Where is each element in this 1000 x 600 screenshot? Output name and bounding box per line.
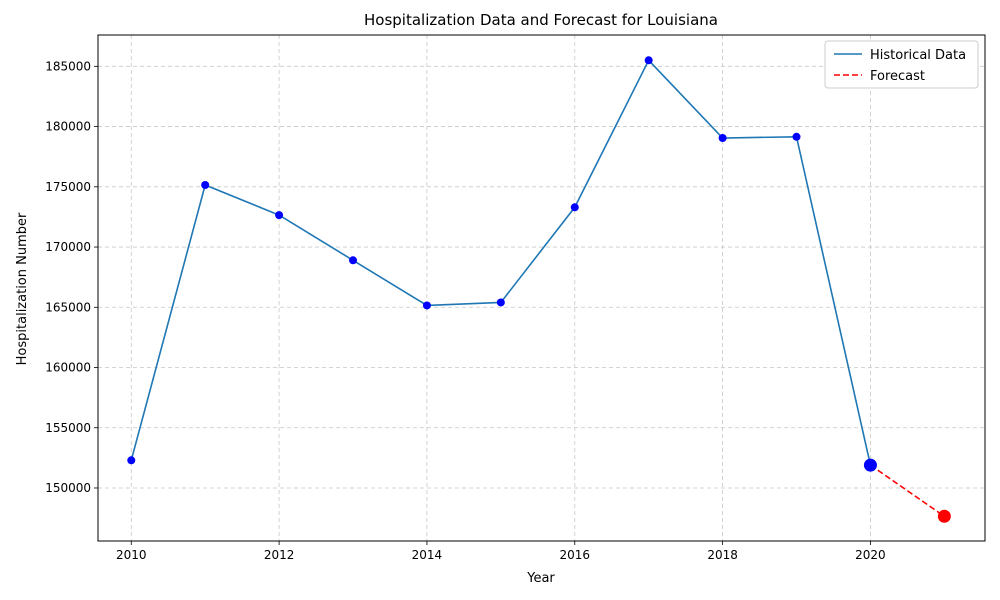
- data-point: [275, 211, 284, 220]
- x-tick-label: 2012: [264, 548, 295, 562]
- legend-label-historical: Historical Data: [870, 48, 966, 63]
- data-point: [127, 456, 136, 465]
- y-axis-label: Hospitalization Number: [15, 212, 30, 365]
- y-tick-label: 150000: [45, 481, 91, 495]
- data-point: [644, 56, 653, 65]
- plot-area-frame: [97, 34, 986, 542]
- data-point: [792, 132, 801, 141]
- y-tick-label: 165000: [45, 300, 91, 314]
- x-tick-label: 2010: [116, 548, 147, 562]
- y-tick-label: 170000: [45, 240, 91, 254]
- x-axis-label: Year: [526, 571, 555, 586]
- series-line-forecast: [869, 464, 945, 517]
- axis-ticks: 2010 2012 2014 2016 2018 2020 150000 155000 1600…: [45, 59, 886, 562]
- data-point: [718, 134, 727, 143]
- data-points: [127, 56, 951, 523]
- grid-lines: [98, 35, 985, 541]
- y-tick-label: 160000: [45, 361, 91, 375]
- y-tick-label: 155000: [45, 421, 91, 435]
- x-tick-label: 2016: [559, 548, 590, 562]
- data-point: [422, 301, 431, 310]
- chart-title: Hospitalization Data and Forecast for Lo…: [364, 11, 718, 29]
- x-tick-label: 2020: [855, 548, 886, 562]
- data-point: [201, 180, 210, 189]
- legend-box: [824, 40, 979, 89]
- y-tick-label: 185000: [45, 59, 91, 73]
- x-tick-label: 2018: [707, 548, 738, 562]
- data-point: [570, 203, 579, 212]
- data-point: [496, 298, 505, 307]
- data-point: [349, 256, 358, 265]
- highlight-point: [937, 509, 951, 523]
- legend: Historical Data Forecast: [824, 40, 979, 89]
- legend-label-forecast: Forecast: [870, 69, 925, 84]
- highlight-point: [863, 458, 877, 472]
- y-tick-label: 175000: [45, 180, 91, 194]
- x-tick-label: 2014: [412, 548, 443, 562]
- y-tick-label: 180000: [45, 120, 91, 134]
